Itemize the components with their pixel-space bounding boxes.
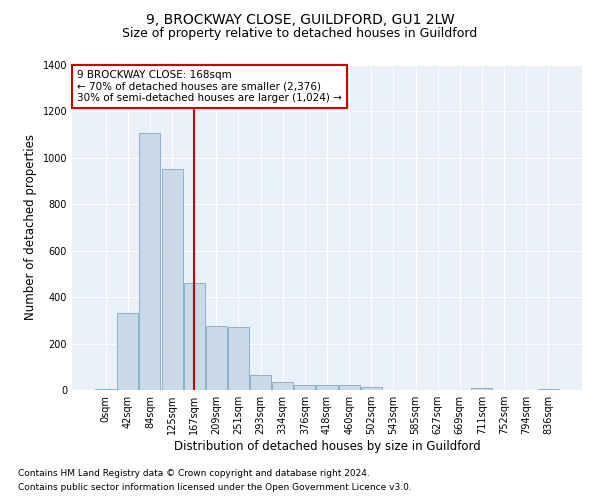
Bar: [538, 389, 559, 390]
Bar: [161, 170, 182, 390]
Bar: [316, 386, 338, 390]
Bar: [250, 375, 271, 390]
X-axis label: Distribution of detached houses by size in Guildford: Distribution of detached houses by size …: [173, 440, 481, 453]
Text: 9 BROCKWAY CLOSE: 168sqm
← 70% of detached houses are smaller (2,376)
30% of sem: 9 BROCKWAY CLOSE: 168sqm ← 70% of detach…: [77, 70, 342, 103]
Text: Size of property relative to detached houses in Guildford: Size of property relative to detached ho…: [122, 28, 478, 40]
Bar: [361, 387, 382, 390]
Bar: [118, 314, 139, 390]
Bar: [472, 388, 493, 390]
Bar: [295, 386, 316, 390]
Y-axis label: Number of detached properties: Number of detached properties: [24, 134, 37, 320]
Text: Contains HM Land Registry data © Crown copyright and database right 2024.: Contains HM Land Registry data © Crown c…: [18, 468, 370, 477]
Bar: [272, 382, 293, 390]
Bar: [139, 134, 160, 390]
Bar: [228, 328, 249, 390]
Text: 9, BROCKWAY CLOSE, GUILDFORD, GU1 2LW: 9, BROCKWAY CLOSE, GUILDFORD, GU1 2LW: [146, 12, 454, 26]
Bar: [338, 386, 359, 390]
Bar: [95, 389, 116, 390]
Bar: [184, 283, 205, 390]
Text: Contains public sector information licensed under the Open Government Licence v3: Contains public sector information licen…: [18, 484, 412, 492]
Bar: [206, 326, 227, 390]
